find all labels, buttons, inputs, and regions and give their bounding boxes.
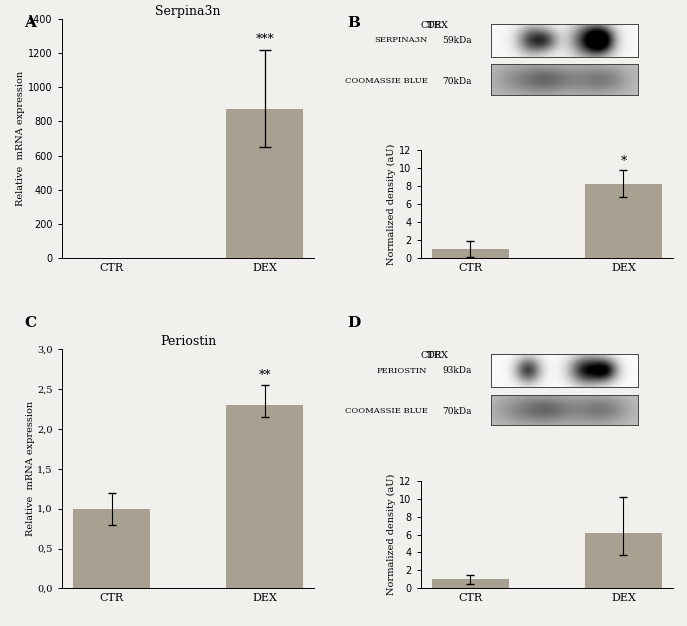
Y-axis label: Normalized density (aU): Normalized density (aU) xyxy=(387,474,396,595)
Text: DEX: DEX xyxy=(427,351,449,361)
Bar xyxy=(585,183,662,258)
Text: PERIOSTIN: PERIOSTIN xyxy=(377,367,427,374)
Y-axis label: Relative  mRNA expression: Relative mRNA expression xyxy=(16,71,25,206)
Y-axis label: Normalized density (aU): Normalized density (aU) xyxy=(387,143,396,265)
Text: SERPINA3N: SERPINA3N xyxy=(374,36,427,44)
Text: 70kDa: 70kDa xyxy=(442,76,472,86)
Bar xyxy=(74,509,150,588)
Text: C: C xyxy=(24,316,36,330)
Text: A: A xyxy=(24,16,36,29)
Title: Periostin: Periostin xyxy=(160,335,216,348)
Text: COOMASSIE BLUE: COOMASSIE BLUE xyxy=(345,408,427,416)
Text: CTR: CTR xyxy=(420,21,442,30)
Y-axis label: Relative  mRNA expression: Relative mRNA expression xyxy=(25,401,34,536)
Text: 59kDa: 59kDa xyxy=(442,36,472,45)
Text: 70kDa: 70kDa xyxy=(442,407,472,416)
Text: 93kDa: 93kDa xyxy=(442,366,472,375)
Bar xyxy=(432,249,508,258)
Text: DEX: DEX xyxy=(427,21,449,30)
Bar xyxy=(227,405,303,588)
Text: **: ** xyxy=(258,369,271,382)
Text: D: D xyxy=(347,316,360,330)
Text: B: B xyxy=(347,16,360,29)
Bar xyxy=(227,110,303,258)
Text: CTR: CTR xyxy=(420,351,442,361)
Text: ***: *** xyxy=(256,33,274,46)
Bar xyxy=(585,533,662,588)
Text: *: * xyxy=(620,155,627,168)
Bar xyxy=(432,580,508,588)
Text: COOMASSIE BLUE: COOMASSIE BLUE xyxy=(345,77,427,85)
Title: Serpina3n: Serpina3n xyxy=(155,4,221,18)
